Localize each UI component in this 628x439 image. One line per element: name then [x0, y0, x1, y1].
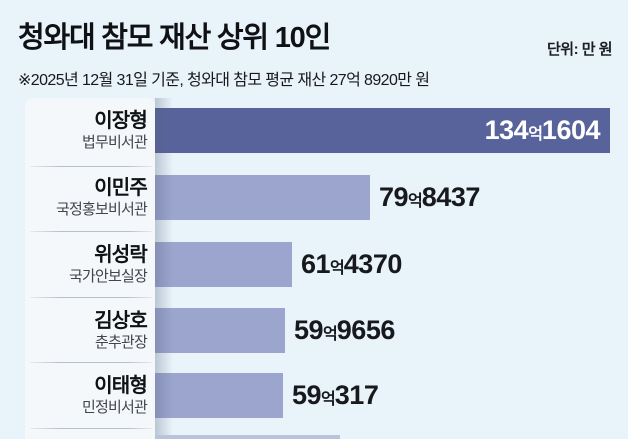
official-title: 국정홍보비서관: [55, 200, 148, 218]
row-divider: [30, 297, 152, 298]
official-title: 법무비서관: [81, 133, 148, 151]
official-name: 이태형: [94, 374, 148, 397]
bar: [155, 373, 283, 418]
value-eok-part: 134: [484, 115, 529, 145]
official-name: 김상호: [94, 309, 148, 332]
official-label-block: 이태형 민정비서관: [25, 372, 148, 419]
unit-label: 단위: 만 원: [546, 41, 613, 58]
official-title: 민정비서관: [81, 398, 148, 416]
bar: [155, 175, 370, 220]
row-divider: [30, 166, 152, 167]
row-divider: [30, 362, 152, 363]
value-man-part: 4370: [343, 249, 403, 279]
label-panel: [25, 98, 155, 439]
value-man-part: 8437: [421, 182, 481, 212]
partial-bar-rank-6: [155, 435, 340, 439]
official-label-block: 이장형 법무비서관: [25, 107, 148, 154]
value-man-part: 1604: [541, 115, 601, 145]
bar: [155, 108, 610, 153]
row-divider: [30, 428, 152, 429]
row-divider: [30, 231, 152, 232]
eok-unit-glyph: 억: [330, 260, 345, 277]
baseline-note: ※2025년 12월 31일 기준, 청와대 참모 평균 재산 27억 8920…: [18, 72, 430, 89]
value-label: 79억8437: [379, 175, 480, 220]
value-label: 59억9656: [294, 308, 395, 353]
official-name: 위성락: [94, 243, 148, 266]
official-label-block: 위성락 국가안보실장: [25, 241, 148, 288]
page-title: 청와대 참모 재산 상위 10인: [18, 22, 331, 54]
eok-unit-glyph: 억: [321, 391, 336, 408]
value-label: 61억4370: [301, 242, 402, 287]
official-title: 춘추관장: [94, 333, 148, 351]
value-eok-part: 59: [294, 315, 324, 345]
eok-unit-glyph: 억: [528, 126, 543, 143]
official-label-block: 김상호 춘추관장: [25, 307, 148, 354]
bar: [155, 308, 285, 353]
value-man-part: 317: [334, 380, 379, 410]
value-man-part: 9656: [336, 315, 396, 345]
official-title: 국가안보실장: [68, 267, 148, 285]
value-label: 134억1604: [155, 108, 601, 153]
value-eok-part: 61: [301, 249, 331, 279]
eok-unit-glyph: 억: [323, 326, 338, 343]
eok-unit-glyph: 억: [408, 193, 423, 210]
bar: [155, 242, 292, 287]
value-eok-part: 59: [292, 380, 322, 410]
official-label-block: 이민주 국정홍보비서관: [25, 174, 148, 221]
value-label: 59억317: [292, 373, 379, 418]
official-name: 이장형: [94, 109, 148, 132]
official-name: 이민주: [94, 176, 148, 199]
value-eok-part: 79: [379, 182, 409, 212]
